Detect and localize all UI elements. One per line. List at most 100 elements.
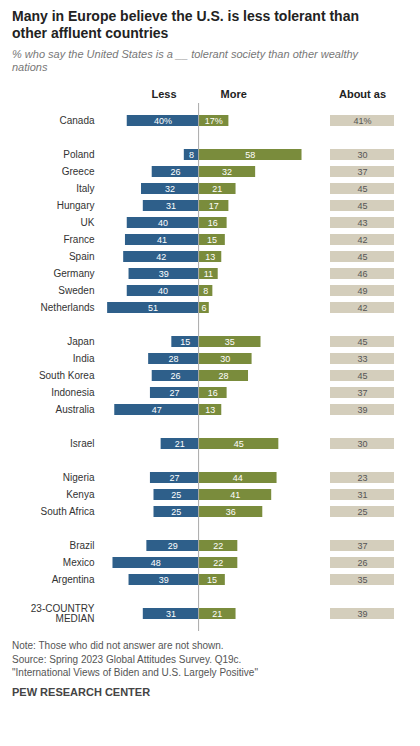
- svg-text:39: 39: [159, 575, 169, 585]
- svg-text:Less: Less: [152, 88, 177, 100]
- svg-text:11: 11: [204, 269, 213, 279]
- svg-text:28: 28: [219, 371, 229, 381]
- svg-text:31: 31: [357, 490, 367, 500]
- svg-text:40: 40: [158, 286, 168, 296]
- svg-text:16: 16: [208, 218, 218, 228]
- svg-text:21: 21: [212, 184, 222, 194]
- svg-text:23-COUNTRYMEDIAN: 23-COUNTRYMEDIAN: [31, 603, 95, 624]
- svg-text:30: 30: [220, 354, 230, 364]
- svg-text:36: 36: [226, 507, 236, 517]
- svg-text:Sweden: Sweden: [58, 285, 94, 296]
- svg-text:22: 22: [213, 558, 223, 568]
- svg-text:UK: UK: [81, 217, 95, 228]
- svg-text:Japan: Japan: [67, 336, 94, 347]
- svg-text:47: 47: [152, 405, 162, 415]
- svg-text:23: 23: [357, 473, 367, 483]
- svg-text:Kenya: Kenya: [66, 489, 95, 500]
- svg-text:42: 42: [357, 235, 367, 245]
- svg-text:21: 21: [175, 439, 185, 449]
- svg-text:32: 32: [222, 167, 232, 177]
- svg-text:26: 26: [357, 558, 367, 568]
- svg-text:Argentina: Argentina: [52, 574, 95, 585]
- svg-text:15: 15: [207, 235, 217, 245]
- svg-text:25: 25: [357, 507, 367, 517]
- svg-text:44: 44: [233, 473, 243, 483]
- svg-text:35: 35: [357, 575, 367, 585]
- svg-text:41: 41: [157, 235, 167, 245]
- svg-text:South Africa: South Africa: [41, 506, 95, 517]
- svg-text:29: 29: [168, 541, 178, 551]
- svg-text:Brazil: Brazil: [69, 540, 94, 551]
- html-text:Many in Europe believe the U.S: Many in Europe believe the U.S. is less …: [12, 8, 359, 41]
- svg-text:30: 30: [357, 150, 367, 160]
- svg-text:26: 26: [170, 167, 180, 177]
- svg-text:45: 45: [234, 439, 244, 449]
- svg-text:13: 13: [205, 252, 215, 262]
- svg-text:Mexico: Mexico: [63, 557, 95, 568]
- svg-text:8: 8: [203, 286, 208, 296]
- svg-text:16: 16: [208, 388, 218, 398]
- svg-text:Hungary: Hungary: [57, 200, 95, 211]
- svg-text:58: 58: [245, 150, 255, 160]
- svg-text:42: 42: [357, 303, 367, 313]
- svg-text:39: 39: [159, 269, 169, 279]
- svg-text:46: 46: [357, 269, 367, 279]
- svg-text:Spain: Spain: [69, 251, 95, 262]
- svg-text:30: 30: [357, 439, 367, 449]
- svg-text:Italy: Italy: [76, 183, 94, 194]
- svg-text:27: 27: [170, 473, 180, 483]
- svg-text:37: 37: [357, 167, 367, 177]
- svg-text:Poland: Poland: [63, 149, 94, 160]
- svg-text:32: 32: [165, 184, 175, 194]
- svg-text:45: 45: [357, 201, 367, 211]
- svg-text:25: 25: [171, 507, 181, 517]
- svg-text:Greece: Greece: [62, 166, 95, 177]
- svg-text:22: 22: [213, 541, 223, 551]
- svg-text:40: 40: [158, 218, 168, 228]
- svg-text:15: 15: [180, 337, 190, 347]
- svg-text:Netherlands: Netherlands: [41, 302, 95, 313]
- svg-text:45: 45: [357, 184, 367, 194]
- svg-text:31: 31: [166, 609, 176, 619]
- svg-text:45: 45: [357, 371, 367, 381]
- svg-text:45: 45: [357, 252, 367, 262]
- svg-text:South Korea: South Korea: [39, 370, 95, 381]
- svg-text:35: 35: [225, 337, 235, 347]
- svg-text:43: 43: [357, 218, 367, 228]
- svg-text:21: 21: [212, 609, 222, 619]
- svg-text:33: 33: [357, 354, 367, 364]
- svg-text:17: 17: [209, 201, 219, 211]
- svg-text:13: 13: [205, 405, 215, 415]
- svg-text:37: 37: [357, 388, 367, 398]
- svg-text:41: 41: [230, 490, 240, 500]
- svg-text:France: France: [63, 234, 95, 245]
- svg-text:Australia: Australia: [56, 404, 95, 415]
- svg-text:40%: 40%: [154, 116, 172, 126]
- svg-text:28: 28: [169, 354, 179, 364]
- svg-text:26: 26: [170, 371, 180, 381]
- svg-text:8: 8: [189, 150, 194, 160]
- svg-text:Indonesia: Indonesia: [51, 387, 95, 398]
- svg-text:45: 45: [357, 337, 367, 347]
- svg-text:37: 37: [357, 541, 367, 551]
- svg-text:India: India: [73, 353, 95, 364]
- svg-text:Canada: Canada: [59, 115, 94, 126]
- svg-text:51: 51: [148, 303, 158, 313]
- svg-text:About as: About as: [339, 88, 386, 100]
- svg-text:25: 25: [171, 490, 181, 500]
- svg-text:15: 15: [207, 575, 217, 585]
- svg-text:41%: 41%: [353, 116, 371, 126]
- svg-text:49: 49: [357, 286, 367, 296]
- svg-text:More: More: [221, 88, 247, 100]
- svg-text:17%: 17%: [205, 116, 223, 126]
- svg-text:27: 27: [170, 388, 180, 398]
- svg-text:39: 39: [357, 609, 367, 619]
- svg-text:Nigeria: Nigeria: [63, 472, 95, 483]
- svg-text:6: 6: [201, 303, 206, 313]
- svg-text:31: 31: [166, 201, 176, 211]
- svg-text:Germany: Germany: [53, 268, 94, 279]
- svg-text:39: 39: [357, 405, 367, 415]
- svg-text:42: 42: [156, 252, 166, 262]
- svg-text:Israel: Israel: [70, 438, 94, 449]
- svg-text:48: 48: [151, 558, 161, 568]
